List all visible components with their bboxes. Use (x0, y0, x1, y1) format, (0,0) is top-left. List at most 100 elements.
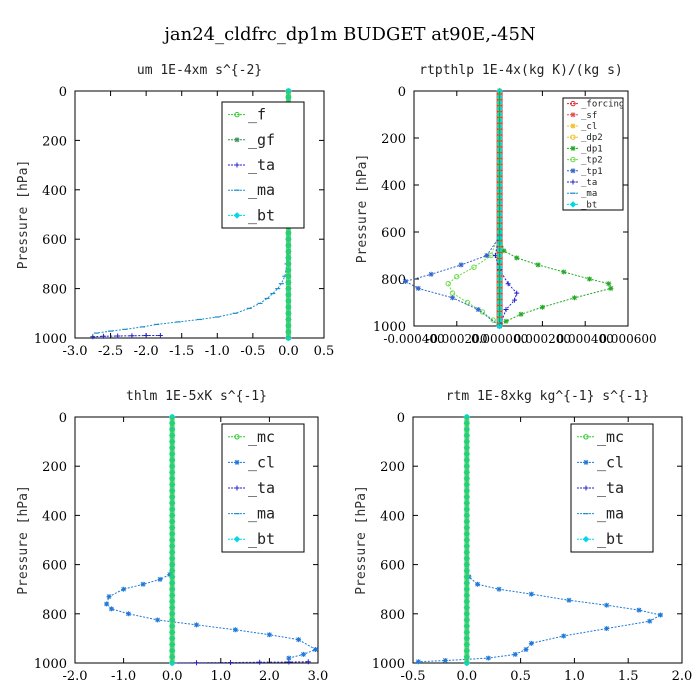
data-point (464, 299, 471, 306)
y-tick-label: 1000 (373, 320, 406, 335)
x-tick-label: -0.5 (400, 669, 425, 684)
y-tick-label: 0 (59, 85, 67, 100)
panel-title: rtm 1E-8xkg kg^{-1} s^{-1} (446, 389, 650, 404)
series-line (404, 236, 501, 327)
data-point (286, 655, 292, 661)
legend-marker (233, 535, 241, 543)
data-point (496, 586, 502, 592)
legend-marker (234, 434, 240, 440)
y-tick-label: 0 (398, 85, 406, 100)
x-tick-label: 0.5 (510, 669, 531, 684)
figure-title: jan24_cldfrc_dp1m BUDGET at90E,-45N (162, 24, 535, 45)
series-tp1 (402, 234, 503, 329)
data-point (484, 253, 490, 258)
legend-marker (583, 485, 589, 491)
data-point (514, 255, 520, 261)
y-tick-label: 800 (42, 608, 67, 623)
data-point (104, 601, 110, 607)
y-tick-label: 200 (380, 460, 405, 475)
x-tick-label: -1.0 (205, 344, 230, 359)
x-tick-label: -2.0 (134, 344, 159, 359)
legend: _mc _cl _ta _ma _bt (221, 423, 305, 553)
data-point (129, 333, 135, 339)
legend-label: _mc (597, 428, 624, 446)
data-point (539, 304, 545, 310)
data-point (475, 307, 481, 313)
x-tick-label: -1.5 (169, 344, 194, 359)
data-point (143, 333, 149, 339)
data-point (512, 651, 518, 657)
x-tick-label: 0.000200 (514, 332, 571, 346)
x-tick-label: -0.000200 (426, 332, 487, 346)
legend-label: _dp2 (581, 133, 603, 143)
data-point (454, 273, 460, 280)
panel-um: um 1E-4xm s^{-2} Pressure [hPa] -3.0 -2.5 -2… (16, 63, 334, 359)
data-point (296, 637, 302, 643)
legend-marker (234, 111, 240, 118)
series-line (447, 231, 501, 327)
series-tp2 (445, 229, 503, 329)
x-tick-label: 0.0 (456, 669, 477, 684)
y-tick-label: 600 (42, 233, 67, 248)
data-point (415, 659, 421, 665)
panel-title: um 1E-4xm s^{-2} (137, 63, 262, 78)
legend-label: _cl (248, 453, 275, 471)
y-tick-label: 400 (42, 509, 67, 524)
data-point (450, 295, 456, 301)
data-point (604, 626, 610, 632)
y-axis-label: Pressure [hPa] (16, 485, 31, 595)
data-point (106, 594, 112, 600)
data-point (485, 655, 491, 661)
data-point (115, 333, 121, 339)
data-point (608, 285, 614, 291)
data-point (535, 262, 541, 268)
data-point (445, 281, 451, 287)
data-point (415, 285, 421, 291)
data-point (514, 290, 520, 296)
x-tick-label: 0.000000 (471, 332, 528, 346)
legend-label: _ta (248, 156, 275, 174)
data-point (604, 602, 610, 608)
data-point (479, 309, 486, 315)
y-tick-label: 1000 (372, 657, 405, 672)
y-tick-label: 800 (380, 608, 405, 623)
legend-label: _gf (248, 131, 275, 149)
series-cl (415, 562, 663, 665)
y-tick-label: 200 (42, 134, 67, 149)
plot-frame (74, 90, 325, 339)
legend: _f _gf _ta _ma _bt (221, 101, 305, 229)
x-tick-label: -0.000400 (383, 332, 444, 346)
data-point (194, 622, 199, 628)
legend: _forcing_sf_cl_dp2_dp1 _tp2_tp1_ta_ma_bt (562, 97, 624, 211)
panel-title: thlm 1E-5xK s^{-1} (126, 389, 267, 404)
series-line (418, 564, 662, 663)
data-point (257, 659, 263, 665)
x-tick-label: 3.0 (308, 669, 329, 684)
legend-marker (570, 145, 576, 151)
y-tick-label: 200 (381, 132, 406, 147)
data-point (157, 576, 163, 582)
y-tick-label: 400 (380, 509, 405, 524)
y-tick-label: 0 (397, 411, 405, 426)
data-point (528, 640, 534, 646)
series-line (494, 231, 518, 327)
legend-marker (233, 212, 241, 219)
legend-label: _tp1 (581, 167, 603, 177)
data-point (503, 318, 509, 324)
plot-frame (412, 416, 683, 664)
data-point (402, 278, 408, 284)
legend-marker (570, 112, 576, 118)
y-tick-label: 400 (381, 179, 406, 194)
legend-marker (570, 168, 576, 174)
series-dp1 (497, 229, 614, 329)
data-point (566, 597, 572, 603)
legend-label: _ma (581, 189, 597, 199)
legend-label: _dp1 (581, 144, 603, 154)
series-ta (169, 659, 311, 666)
legend-marker (570, 179, 576, 185)
data-point (572, 295, 577, 301)
x-tick-label: 2.0 (672, 669, 693, 684)
zero-profile-band (169, 417, 175, 663)
legend-label: _ta (581, 178, 597, 188)
data-point (428, 271, 434, 277)
